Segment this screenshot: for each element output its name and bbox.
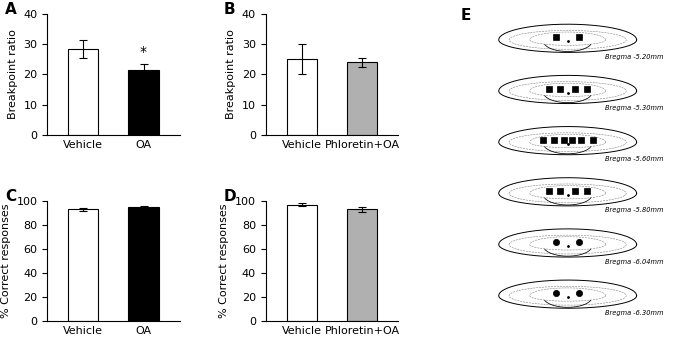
Text: E: E	[460, 8, 471, 23]
Bar	[287, 59, 317, 135]
Text: B: B	[223, 2, 235, 17]
Text: Bregma -6.04mm: Bregma -6.04mm	[605, 258, 663, 265]
Y-axis label: % Correct responses: % Correct responses	[1, 204, 11, 318]
Text: C: C	[5, 189, 16, 204]
Y-axis label: Breakpoint ratio: Breakpoint ratio	[8, 30, 18, 120]
Text: Bregma -6.30mm: Bregma -6.30mm	[605, 310, 663, 316]
Bar	[68, 49, 98, 135]
Text: Bregma -5.20mm: Bregma -5.20mm	[605, 54, 663, 60]
Text: Bregma -5.30mm: Bregma -5.30mm	[605, 105, 663, 111]
Bar	[347, 62, 377, 135]
Bar	[129, 207, 158, 321]
Text: D: D	[223, 189, 236, 204]
Bar	[68, 209, 98, 321]
Bar	[287, 205, 317, 321]
Text: Bregma -5.60mm: Bregma -5.60mm	[605, 156, 663, 162]
Y-axis label: Breakpoint ratio: Breakpoint ratio	[226, 30, 237, 120]
Text: Bregma -5.80mm: Bregma -5.80mm	[605, 207, 663, 213]
Text: *: *	[140, 45, 147, 59]
Text: A: A	[5, 2, 17, 17]
Y-axis label: % Correct responses: % Correct responses	[220, 204, 229, 318]
Bar	[129, 70, 158, 135]
Bar	[347, 209, 377, 321]
